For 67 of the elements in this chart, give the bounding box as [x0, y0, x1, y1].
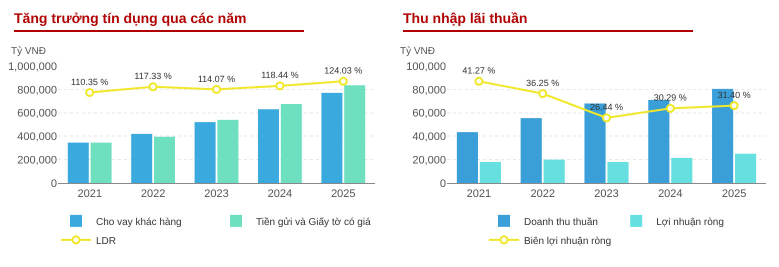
data-label: 124.03 %: [324, 66, 362, 76]
bar: [258, 109, 279, 183]
y-tick-label: 600,000: [17, 108, 57, 120]
chart-title: Tăng trưởng tín dụng qua các năm: [14, 10, 304, 32]
y-tick-label: 0: [50, 178, 57, 190]
bar: [68, 142, 89, 183]
legend-label: Biên lợi nhuận ròng: [524, 236, 612, 247]
data-label: 36.25 %: [526, 78, 560, 88]
y-tick-label: 80,000: [412, 84, 446, 96]
data-label: 41.27 %: [462, 66, 496, 76]
bar: [735, 154, 756, 183]
y-tick-label: 20,000: [412, 154, 446, 166]
point: [275, 81, 284, 90]
bar: [520, 118, 542, 183]
y-tick-label: 60,000: [412, 108, 446, 120]
x-tick-label: 2021: [77, 188, 102, 200]
x-tick-label: 2023: [594, 188, 619, 200]
data-label: 118.44 %: [261, 70, 299, 80]
data-label: 117.33 %: [134, 71, 172, 82]
data-label: 110.35 %: [71, 76, 108, 87]
point: [148, 82, 158, 92]
y-tick-label: 1,000,000: [8, 60, 57, 73]
legend-label: Cho vay khác hàng: [96, 216, 182, 228]
point: [730, 101, 739, 110]
bar: [131, 134, 152, 183]
bar: [217, 120, 238, 183]
point: [474, 76, 484, 86]
bar: [607, 162, 629, 183]
legend-label: Lợi nhuận ròng: [656, 216, 724, 228]
x-tick-label: 2022: [530, 188, 555, 200]
bar: [544, 160, 565, 183]
y-axis-title: Tỷ VNĐ: [400, 46, 435, 57]
bar: [671, 158, 692, 183]
bar: [280, 104, 302, 183]
x-tick-label: 2024: [658, 188, 683, 200]
x-tick-label: 2022: [140, 188, 166, 200]
bar: [90, 142, 112, 183]
y-tick-label: 40,000: [412, 131, 446, 144]
bar: [154, 136, 176, 183]
x-tick-label: 2025: [331, 188, 356, 200]
y-tick-label: 0: [440, 178, 446, 190]
y-tick-label: 100,000: [406, 60, 446, 73]
legend-label: LDR: [96, 236, 116, 247]
point: [338, 76, 348, 86]
x-tick-label: 2025: [722, 188, 746, 200]
legend-label: Doanh thu thuần: [524, 216, 598, 228]
point: [602, 113, 611, 122]
point: [538, 89, 548, 98]
y-tick-label: 400,000: [17, 131, 57, 144]
bar: [194, 122, 216, 183]
bar: [456, 132, 478, 183]
x-tick-label: 2023: [204, 188, 229, 200]
y-tick-label: 200,000: [17, 154, 57, 166]
bar: [648, 100, 670, 183]
x-tick-label: 2024: [268, 188, 292, 200]
y-axis-title: Tỷ VNĐ: [11, 46, 46, 57]
point: [212, 84, 221, 94]
y-tick-label: 800,000: [17, 84, 57, 96]
bar: [480, 162, 501, 183]
bar: [344, 85, 366, 183]
point: [666, 104, 675, 113]
data-label: 114.07 %: [198, 74, 236, 84]
legend-label: Tiền gửi và Giấy tờ có giá: [256, 216, 372, 228]
bar: [321, 92, 342, 183]
x-tick-label: 2021: [466, 188, 492, 200]
chart-title: Thu nhập lãi thuần: [403, 10, 693, 32]
point: [85, 88, 94, 97]
